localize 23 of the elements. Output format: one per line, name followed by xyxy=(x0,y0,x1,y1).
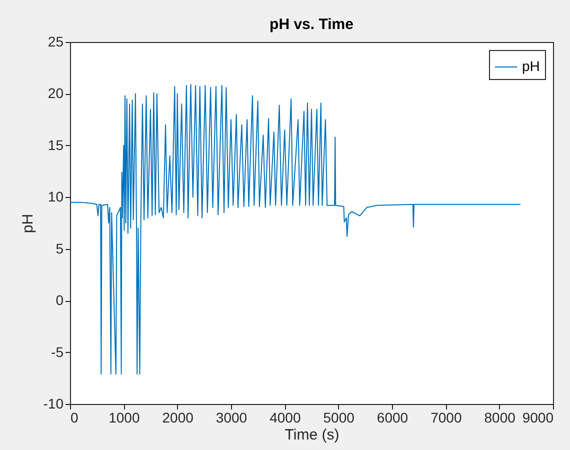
y-tick-label: 15 xyxy=(48,136,64,153)
x-tick-label: 3000 xyxy=(216,410,248,426)
x-tick-label: 8000 xyxy=(484,410,516,426)
y-tick-label: 20 xyxy=(48,85,64,102)
x-tick-label: 6000 xyxy=(376,410,408,426)
x-tick-label: 1000 xyxy=(108,410,140,426)
line-series xyxy=(70,84,521,375)
legend-label: pH xyxy=(522,58,540,74)
y-tick-label: 25 xyxy=(48,34,64,50)
x-tick-label: 4000 xyxy=(270,410,301,426)
x-tick-label: 7000 xyxy=(430,410,462,426)
chart-title: pH vs. Time xyxy=(270,16,354,33)
x-tick-label: 9000 xyxy=(522,410,554,426)
y-axis-title: pH xyxy=(19,214,36,234)
y-tick-label: 5 xyxy=(56,240,64,256)
y-tick-label: -10 xyxy=(43,396,64,412)
x-axis-title: Time (s) xyxy=(284,426,340,444)
y-tick-label: -5 xyxy=(51,344,64,360)
x-tick-label: 2000 xyxy=(162,410,194,426)
x-tick-label: 0 xyxy=(70,410,78,426)
y-tick-label: 10 xyxy=(48,188,64,205)
x-tick-label: 5000 xyxy=(323,410,355,426)
y-tick-label: 0 xyxy=(56,292,64,308)
